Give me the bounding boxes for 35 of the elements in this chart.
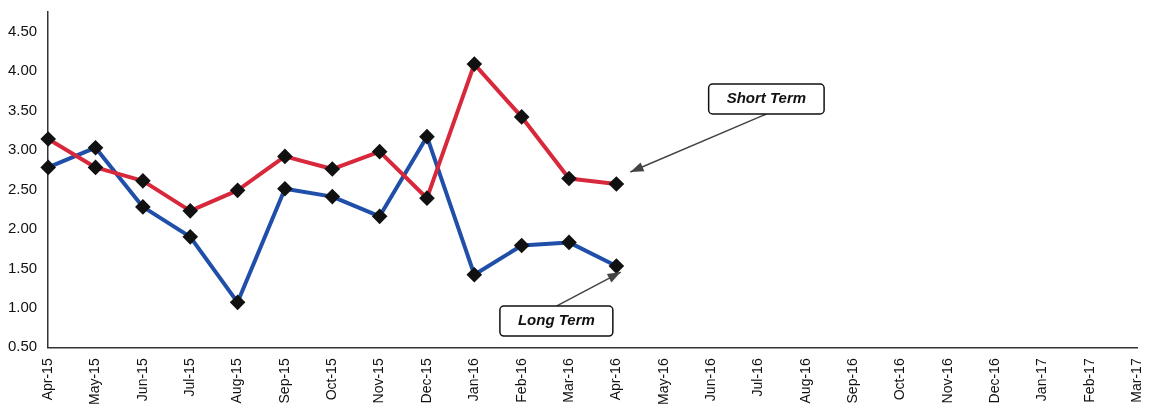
x-tick-label: Jul-16 (749, 358, 766, 397)
x-tick-label: Aug-15 (228, 358, 245, 404)
x-tick-label: Oct-15 (323, 358, 340, 401)
y-tick-label: 1.00 (7, 298, 38, 316)
x-tick-label: Sep-16 (843, 358, 860, 404)
x-tick-label: Jun-15 (133, 358, 150, 402)
x-tick-label: Feb-16 (512, 358, 529, 403)
x-tick-label: Mar-17 (1128, 358, 1145, 403)
x-tick-label: Mar-16 (559, 358, 576, 403)
y-tick-label: 2.00 (7, 219, 38, 237)
x-tick-label: Jun-16 (701, 358, 718, 402)
x-tick-label: Jan-17 (1033, 358, 1050, 402)
x-tick-label: Oct-16 (891, 358, 908, 401)
x-tick-label: Jul-15 (181, 358, 198, 397)
y-tick-label: 3.50 (7, 100, 38, 118)
text: Long Term (517, 311, 595, 329)
x-tick-label: Aug-16 (796, 358, 813, 404)
x-tick-label: Apr-15 (39, 358, 56, 401)
y-tick-label: 2.50 (7, 179, 38, 197)
x-tick-label: Jan-16 (465, 358, 482, 402)
y-tick-label: 0.50 (7, 337, 38, 355)
y-tick-label: 3.00 (7, 140, 38, 158)
x-tick-label: Nov-16 (938, 358, 955, 404)
x-tick-label: May-16 (654, 358, 671, 405)
text: Short Term (726, 89, 807, 107)
x-tick-label: Apr-16 (607, 358, 624, 401)
x-tick-label: Dec-15 (417, 358, 434, 404)
x-tick-label: May-15 (86, 358, 103, 405)
x-tick-label: Nov-15 (370, 358, 387, 404)
x-tick-label: Feb-17 (1080, 358, 1097, 403)
y-tick-label: 4.50 (7, 21, 38, 39)
y-tick-label: 1.50 (7, 258, 38, 276)
y-tick-label: 4.00 (7, 61, 38, 79)
x-tick-label: Sep-15 (275, 358, 292, 404)
x-tick-label: Dec-16 (986, 358, 1003, 404)
